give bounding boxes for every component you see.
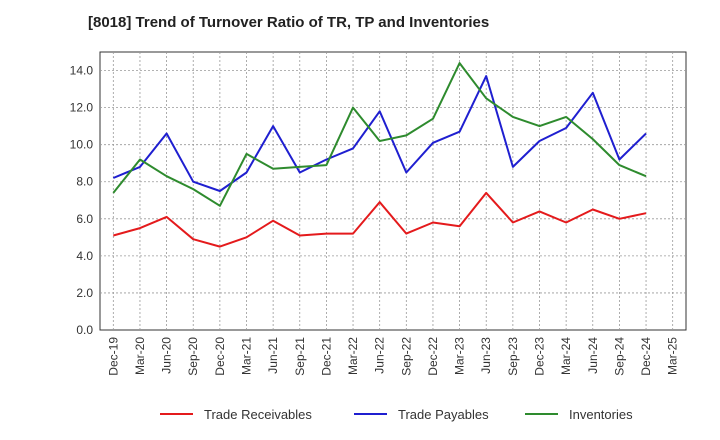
x-tick-label: Mar-20 — [133, 337, 147, 375]
x-tick-label: Jun-22 — [373, 337, 387, 374]
x-tick-label: Sep-23 — [506, 337, 520, 376]
x-tick-label: Dec-19 — [106, 337, 120, 376]
y-tick-label: 8.0 — [76, 175, 93, 189]
x-tick-label: Dec-24 — [639, 337, 653, 376]
x-tick-label: Dec-21 — [319, 337, 333, 376]
x-tick-label: Sep-22 — [399, 337, 413, 376]
x-tick-label: Mar-21 — [240, 337, 254, 375]
x-tick-label: Dec-22 — [426, 337, 440, 376]
series-line-trade-payables — [112, 75, 647, 192]
x-tick-label: Jun-23 — [479, 337, 493, 374]
y-tick-label: 6.0 — [76, 212, 93, 226]
legend-label-inventories: Inventories — [569, 407, 633, 422]
x-tick-label: Jun-20 — [160, 337, 174, 374]
series-line-trade-receivables — [113, 191, 647, 248]
y-tick-label: 12.0 — [70, 101, 94, 115]
x-tick-label: Jun-21 — [266, 337, 280, 374]
series-line-inventories — [112, 62, 647, 207]
x-tick-label: Dec-23 — [533, 337, 547, 376]
x-tick-label: Sep-21 — [293, 337, 307, 376]
legend-label-trade-payables: Trade Payables — [398, 407, 489, 422]
y-tick-label: 0.0 — [76, 323, 93, 337]
plot-area — [99, 51, 687, 331]
y-tick-label: 4.0 — [76, 249, 93, 263]
x-tick-label: Mar-25 — [666, 337, 680, 375]
x-tick-label: Dec-20 — [213, 337, 227, 376]
x-tick-label: Mar-24 — [559, 337, 573, 375]
x-tick-label: Jun-24 — [586, 337, 600, 374]
legend-label-trade-receivables: Trade Receivables — [204, 407, 312, 422]
chart-title: [8018] Trend of Turnover Ratio of TR, TP… — [88, 14, 490, 31]
x-tick-label: Sep-24 — [612, 337, 626, 376]
y-tick-label: 14.0 — [70, 64, 94, 78]
x-tick-label: Mar-23 — [453, 337, 467, 375]
y-tick-label: 2.0 — [76, 286, 93, 300]
x-tick-label: Mar-22 — [346, 337, 360, 375]
x-tick-label: Sep-20 — [186, 337, 200, 376]
y-tick-label: 10.0 — [70, 138, 94, 152]
